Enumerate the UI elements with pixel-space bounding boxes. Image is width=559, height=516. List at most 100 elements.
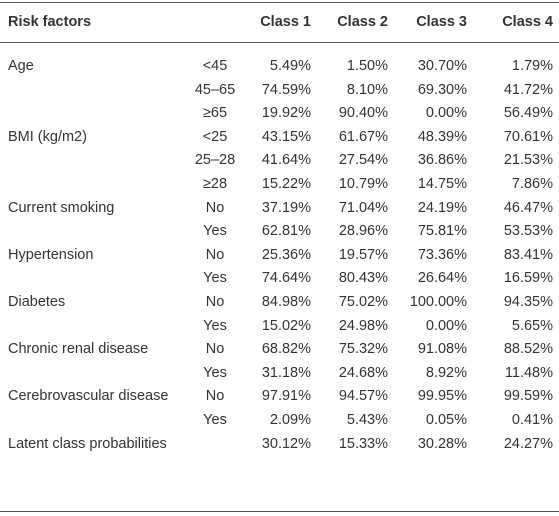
value-cell: 91.08% [417, 341, 467, 358]
value-cell: 99.59% [503, 388, 553, 405]
value-cell: 16.59% [503, 270, 553, 287]
value-cell: 15.33% [338, 435, 388, 452]
value-cell: 88.52% [503, 341, 553, 358]
value-cell: 30.28% [417, 435, 467, 452]
value-cell: 84.98% [261, 294, 311, 310]
value-cell: 1.79% [511, 58, 553, 74]
value-cell: 8.92% [425, 364, 467, 381]
row-label: Hypertension [8, 246, 94, 263]
row-label: BMI (kg/m2) [8, 128, 87, 145]
level-cell: Yes [203, 317, 227, 334]
value-cell: 1.50% [346, 58, 388, 74]
value-cell: 61.67% [338, 128, 388, 145]
row-label: Current smoking [8, 199, 115, 216]
value-cell: 24.27% [503, 435, 553, 452]
level-cell: No [205, 294, 225, 310]
value-cell: 15.02% [261, 317, 311, 334]
value-cell: 14.75% [417, 176, 467, 192]
value-cell: 15.22% [261, 176, 311, 192]
value-cell: 2.09% [269, 412, 311, 428]
value-cell: 80.43% [338, 270, 388, 287]
value-cell: 37.19% [261, 199, 311, 216]
value-cell: 46.47% [503, 199, 553, 216]
row-label: Cerebrovascular disease [8, 388, 169, 405]
level-cell: No [205, 388, 225, 405]
level-cell: 45–65 [194, 81, 236, 98]
value-cell: 99.95% [417, 388, 467, 405]
value-cell: 24.98% [338, 317, 388, 334]
value-cell: 19.57% [338, 246, 388, 263]
level-cell: Yes [203, 412, 227, 428]
value-cell: 73.36% [417, 246, 467, 263]
value-cell: 11.48% [504, 364, 553, 381]
value-cell: 41.72% [503, 81, 553, 98]
value-cell: 100.00% [409, 294, 467, 310]
value-cell: 75.81% [417, 223, 467, 240]
value-cell: 75.02% [338, 294, 388, 310]
value-cell: 83.41% [503, 246, 553, 263]
value-cell: 21.53% [503, 152, 553, 169]
value-cell: 5.49% [269, 58, 311, 74]
value-cell: 69.30% [417, 81, 467, 98]
value-cell: 36.86% [417, 152, 467, 169]
level-cell: ≥65 [202, 105, 228, 122]
value-cell: 0.00% [425, 105, 467, 122]
header-rule [0, 42, 559, 43]
value-cell: 90.40% [338, 105, 388, 122]
level-cell: <45 [202, 58, 228, 74]
value-cell: 43.15% [261, 128, 311, 145]
value-cell: 74.64% [261, 270, 311, 287]
value-cell: 10.79% [338, 176, 388, 192]
level-cell: No [205, 246, 225, 263]
level-cell: <25 [202, 128, 228, 145]
value-cell: 0.00% [425, 317, 467, 334]
value-cell: 53.53% [503, 223, 553, 240]
row-label: Diabetes [8, 294, 66, 310]
row-label: Chronic renal disease [8, 341, 149, 358]
value-cell: 8.10% [346, 81, 388, 98]
value-cell: 25.36% [261, 246, 311, 263]
value-cell: 75.32% [338, 341, 388, 358]
value-cell: 24.19% [417, 199, 467, 216]
value-cell: 31.18% [261, 364, 311, 381]
value-cell: 97.91% [261, 388, 311, 405]
value-cell: 5.65% [511, 317, 553, 334]
value-cell: 71.04% [338, 199, 388, 216]
top-rule [0, 2, 559, 3]
header-cell: Class 3 [416, 14, 467, 30]
value-cell: 41.64% [261, 152, 311, 169]
header-cell: Class 4 [502, 14, 553, 30]
value-cell: 94.35% [503, 294, 553, 310]
value-cell: 24.68% [338, 364, 388, 381]
level-cell: No [205, 199, 225, 216]
level-cell: Yes [203, 223, 227, 240]
level-cell: 25–28 [194, 152, 236, 169]
value-cell: 19.92% [261, 105, 311, 122]
value-cell: 27.54% [338, 152, 388, 169]
value-cell: 30.12% [261, 435, 311, 452]
header-cell: Class 1 [260, 14, 311, 30]
header-cell: Risk factors [8, 14, 92, 30]
level-cell: Yes [203, 270, 227, 287]
value-cell: 7.86% [511, 176, 553, 192]
value-cell: 26.64% [417, 270, 467, 287]
value-cell: 94.57% [338, 388, 388, 405]
value-cell: 30.70% [417, 58, 467, 74]
value-cell: 0.05% [425, 412, 467, 428]
value-cell: 28.96% [338, 223, 388, 240]
value-cell: 68.82% [261, 341, 311, 358]
level-cell: No [205, 341, 225, 358]
row-label: Latent class probabilities [8, 435, 167, 452]
value-cell: 62.81% [261, 223, 311, 240]
value-cell: 48.39% [417, 128, 467, 145]
value-cell: 74.59% [261, 81, 311, 98]
row-label: Age [8, 58, 34, 74]
value-cell: 0.41% [511, 412, 553, 428]
value-cell: 70.61% [503, 128, 553, 145]
bottom-rule [0, 511, 559, 512]
value-cell: 5.43% [346, 412, 388, 428]
level-cell: ≥28 [202, 176, 228, 192]
value-cell: 56.49% [503, 105, 553, 122]
level-cell: Yes [203, 364, 227, 381]
